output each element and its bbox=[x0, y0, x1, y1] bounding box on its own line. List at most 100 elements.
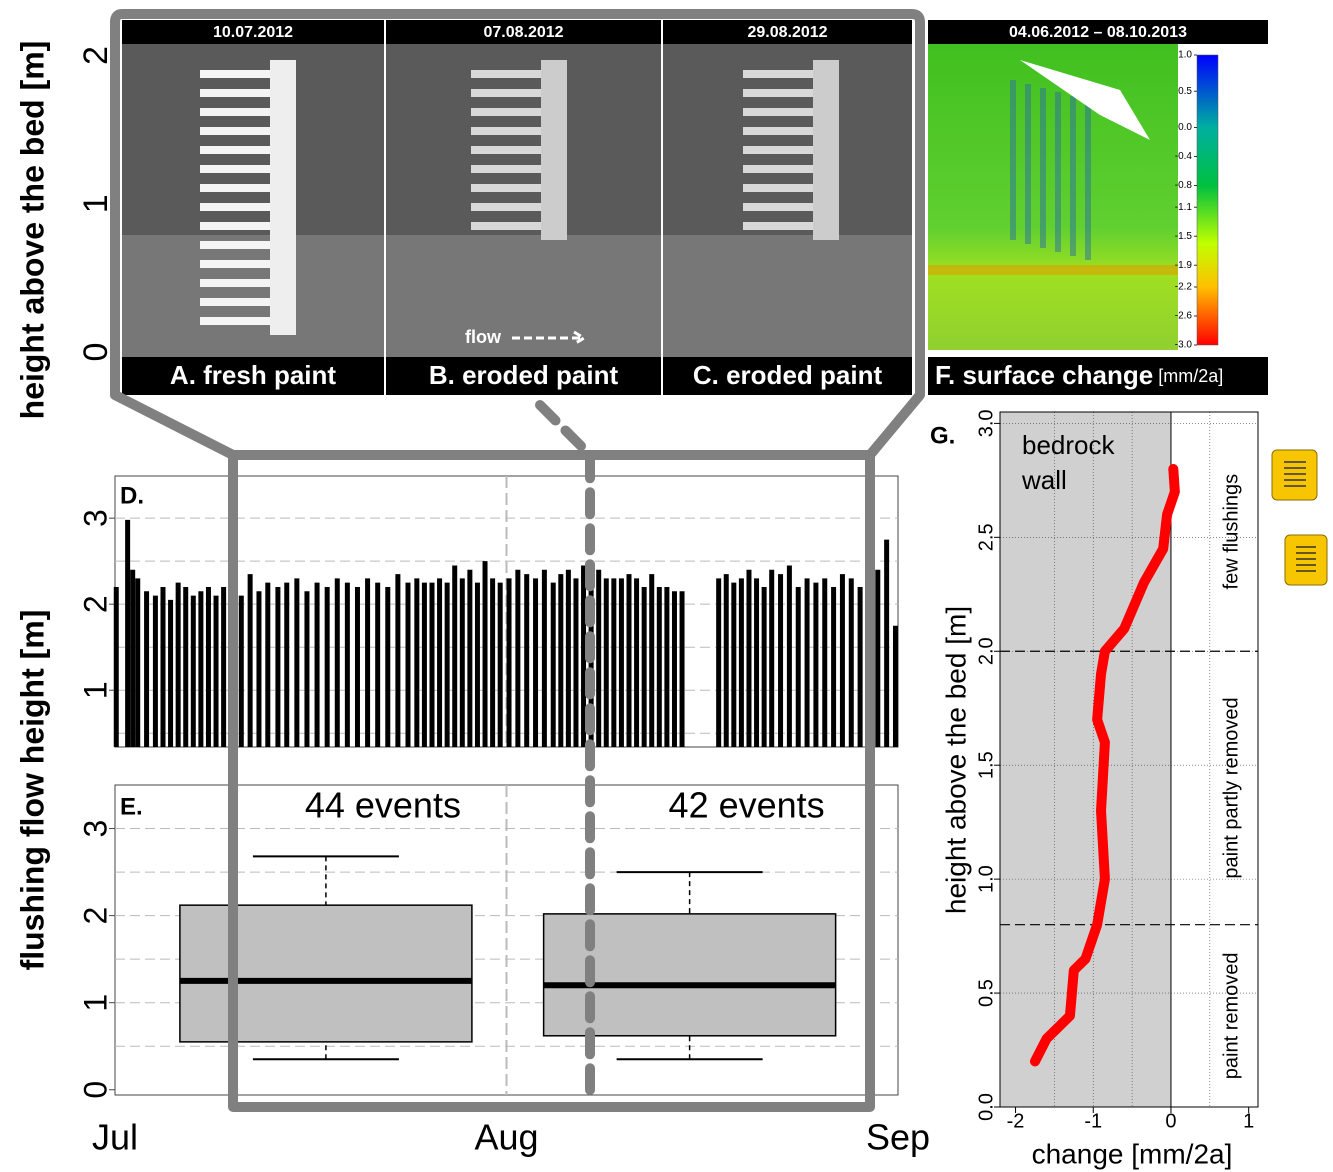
y-tick-label: 1.0 bbox=[975, 865, 997, 893]
photo-shade bbox=[663, 235, 912, 357]
paint-rung bbox=[471, 203, 541, 211]
paint-rung bbox=[743, 146, 813, 154]
x-tick-label: Jul bbox=[92, 1117, 138, 1158]
paint-rung bbox=[743, 70, 813, 78]
heatmap-stripe bbox=[928, 265, 1178, 275]
y-axis-label: flushing flow height [m] bbox=[14, 610, 50, 971]
paint-strip bbox=[270, 60, 296, 335]
zone-label: few flushings bbox=[1220, 474, 1242, 590]
paint-rung bbox=[743, 165, 813, 173]
paint-rung bbox=[200, 298, 270, 306]
plot-border bbox=[999, 411, 1259, 1108]
paint-rung bbox=[200, 317, 270, 325]
flow-arrow bbox=[512, 330, 587, 346]
photo-header bbox=[386, 20, 661, 44]
box bbox=[179, 904, 473, 1043]
photo-header bbox=[928, 20, 1268, 44]
paint-rung bbox=[471, 146, 541, 154]
colorbar-tick-label: -0.8 bbox=[1175, 180, 1193, 191]
colorbar-tick-label: -1.1 bbox=[1175, 202, 1193, 213]
zone-label: paint partly removed bbox=[1220, 697, 1242, 878]
photo-header bbox=[663, 20, 912, 44]
zone-label: paint removed bbox=[1220, 952, 1242, 1079]
x-tick-label: -2 bbox=[1007, 1110, 1025, 1132]
note-icon[interactable] bbox=[1271, 449, 1318, 501]
panel-label: D. bbox=[120, 482, 144, 509]
paint-rung bbox=[743, 222, 813, 230]
y-tick-label: 1 bbox=[77, 681, 113, 699]
paint-rung bbox=[200, 127, 270, 135]
photo-shade bbox=[122, 235, 384, 357]
heatmap-stripe bbox=[1070, 96, 1076, 256]
paint-rung bbox=[471, 70, 541, 78]
photo-date: 10.07.2012 bbox=[213, 24, 293, 41]
heatmap-caption: F. surface change [mm/2a] bbox=[935, 360, 1223, 390]
colorbar-tick-label: 0.5 bbox=[1178, 86, 1192, 97]
x-tick-label: Sep bbox=[866, 1117, 930, 1158]
zoom-dash bbox=[535, 400, 595, 1095]
x-tick-label: Aug bbox=[474, 1117, 538, 1158]
paint-rung bbox=[743, 108, 813, 116]
paint-rung bbox=[200, 203, 270, 211]
paint-rung bbox=[200, 184, 270, 192]
y-tick-label: 1.5 bbox=[975, 751, 997, 779]
photo-caption: A. fresh paint bbox=[170, 360, 336, 390]
x-tick-label: -1 bbox=[1084, 1110, 1102, 1132]
paint-rung bbox=[200, 108, 270, 116]
y-tick-label: 0 bbox=[77, 1081, 113, 1099]
paint-rung bbox=[471, 184, 541, 192]
heatmap-caption-title: F. surface change bbox=[935, 360, 1153, 390]
heatmap-stripe bbox=[1085, 100, 1091, 260]
y-axis-label: height above the bed [m] bbox=[14, 41, 50, 420]
photo-shade bbox=[386, 235, 661, 357]
x-tick-label: 0 bbox=[1165, 1110, 1176, 1132]
y-tick-label: 3 bbox=[77, 509, 113, 527]
paint-rung bbox=[743, 89, 813, 97]
colorbar-tick-label: -1.5 bbox=[1175, 231, 1193, 242]
panel-label: E. bbox=[120, 793, 143, 820]
y-tick-label: 2 bbox=[77, 595, 113, 613]
paint-rung bbox=[471, 108, 541, 116]
paint-rung bbox=[200, 146, 270, 154]
y-tick-label: 0.0 bbox=[975, 1093, 997, 1121]
photo-caption-bg bbox=[663, 357, 912, 395]
colorbar-tick-label: -2.6 bbox=[1175, 311, 1193, 322]
paint-rung bbox=[743, 203, 813, 211]
y-tick-label: 3.0 bbox=[975, 409, 997, 437]
paint-rung bbox=[471, 89, 541, 97]
photo-caption: C. eroded paint bbox=[693, 360, 883, 390]
x-tick-label: 1 bbox=[1243, 1110, 1254, 1132]
notes[interactable] bbox=[1271, 449, 1328, 586]
y-tick-label: 0.5 bbox=[975, 979, 997, 1007]
x-axis-label: change [mm/2a] bbox=[1032, 1138, 1233, 1169]
y-tick-label: 2.0 bbox=[975, 637, 997, 665]
heatmap-stripe bbox=[1055, 92, 1061, 252]
paint-rung bbox=[200, 70, 270, 78]
photo-caption-bg bbox=[386, 357, 661, 395]
paint-rung bbox=[200, 222, 270, 230]
paint-rung bbox=[743, 127, 813, 135]
y-tick-label: 1 bbox=[77, 994, 113, 1012]
panel-label: G. bbox=[930, 422, 955, 449]
photo-date: 07.08.2012 bbox=[483, 24, 563, 41]
paint-rung bbox=[200, 279, 270, 287]
colorbar-tick-label: -0.4 bbox=[1175, 151, 1193, 162]
zoom-frame bbox=[110, 9, 925, 1112]
y-tick-label: 0 bbox=[77, 343, 115, 362]
paint-rung bbox=[471, 165, 541, 173]
heatmap-stripe bbox=[1025, 84, 1031, 244]
y-tick-label: 2 bbox=[77, 46, 115, 65]
note-icon[interactable] bbox=[1284, 534, 1328, 586]
y-tick-label: 2.5 bbox=[975, 523, 997, 551]
paint-rung bbox=[200, 89, 270, 97]
photo-header bbox=[122, 20, 384, 44]
paint-rung bbox=[743, 184, 813, 192]
zoom-outline bbox=[110, 9, 925, 1112]
paint-rung bbox=[471, 127, 541, 135]
paint-strip bbox=[541, 60, 567, 240]
heatmap-caption-unit: [mm/2a] bbox=[1158, 366, 1223, 386]
paint-strip bbox=[813, 60, 839, 240]
colorbar-tick-label: 0.0 bbox=[1178, 122, 1192, 133]
colorbar-tick-label: 1.0 bbox=[1178, 50, 1192, 61]
